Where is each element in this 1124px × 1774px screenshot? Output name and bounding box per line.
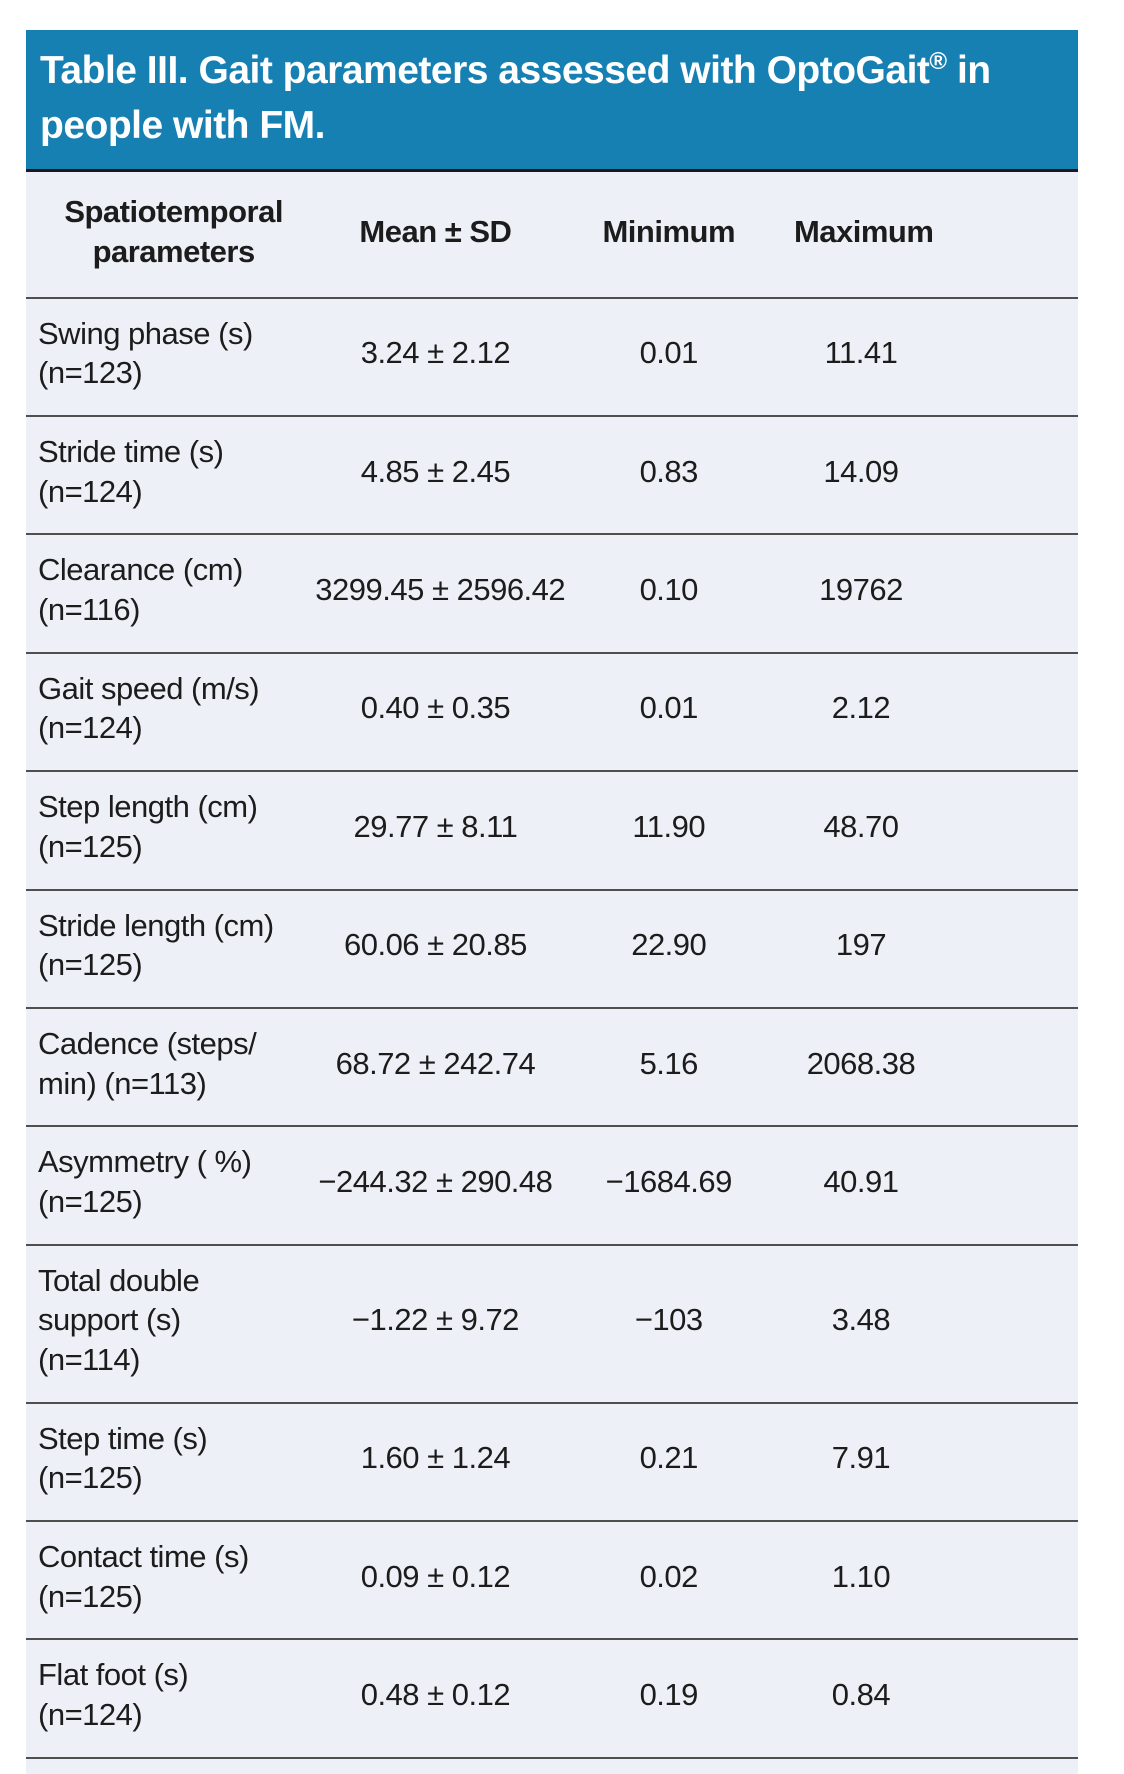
table-container: Table III. Gait parameters assessed with… — [26, 30, 1078, 1774]
gait-parameters-table: Spatiotemporal parameters Mean ± SD Mini… — [26, 169, 1078, 1774]
column-header-mean-sd: Mean ± SD — [359, 214, 512, 250]
cell-minimum: 0.10 — [639, 572, 699, 608]
cell-mean-sd: −1.22 ± 9.72 — [351, 1302, 520, 1338]
cell-maximum: 14.09 — [823, 453, 899, 489]
cell-mean-sd: 0.37 ± 1.70 — [315, 1758, 583, 1774]
cell-maximum: 1.10 — [831, 1558, 891, 1594]
cell-minimum: 0.01 — [639, 335, 699, 371]
cell-maximum: 19762 — [819, 572, 903, 608]
cell-parameter: Stride time (s) (n=124) — [38, 434, 224, 509]
cell-maximum: 19 — [794, 1758, 1078, 1774]
table-title-text: Table III. Gait parameters assessed with… — [40, 49, 930, 92]
table-title-tail: in people with FM. — [40, 49, 991, 147]
cell-maximum: 0.84 — [831, 1676, 891, 1712]
registered-trademark-symbol: ® — [929, 48, 947, 75]
cell-parameter: Cadence (steps/ min) (n=113) — [38, 1025, 257, 1101]
cell-minimum: −103 — [634, 1302, 703, 1338]
table-row: Clearance (cm) (n=116) 3299.45 ± 2596.42… — [26, 534, 1078, 652]
cell-minimum: 0.01 — [639, 690, 699, 726]
cell-minimum: 0.02 — [639, 1558, 699, 1594]
table-row: Stride time (s) (n=124) 4.85 ± 2.45 0.83… — [26, 416, 1078, 534]
table-row: Swing phase (s) (n=123) 3.24 ± 2.12 0.01… — [26, 297, 1078, 416]
cell-maximum: 197 — [835, 927, 887, 963]
cell-mean-sd: −244.32 ± 290.48 — [318, 1163, 553, 1199]
cell-parameter: Gait speed (m/s) (n=124) — [38, 670, 260, 746]
table-row: Asymmetry ( %) (n=125) −244.32 ± 290.48 … — [26, 1126, 1078, 1244]
cell-mean-sd: 3299.45 ± 2596.42 — [315, 572, 566, 608]
cell-mean-sd: 68.72 ± 242.74 — [335, 1045, 536, 1081]
cell-minimum: 0.02 — [584, 1758, 794, 1774]
table-row: Contact time (s) (n=125) 0.09 ± 0.12 0.0… — [26, 1520, 1078, 1639]
cell-mean-sd: 0.40 ± 0.35 — [360, 690, 511, 726]
column-header-maximum: Maximum — [793, 214, 934, 250]
cell-maximum: 2.12 — [831, 690, 891, 726]
cell-parameter: Swing phase (s) (n=123) — [38, 315, 253, 391]
cell-maximum: 7.91 — [831, 1440, 891, 1476]
cell-parameter: Total double support (s) (n=114) — [38, 1262, 200, 1377]
cell-parameter: Stride length (cm) (n=125) — [38, 907, 274, 983]
header-row: Spatiotemporal parameters Mean ± SD Mini… — [26, 171, 1078, 298]
table-row: Stride length (cm) (n=125) 60.06 ± 20.85… — [26, 889, 1078, 1008]
cell-maximum: 40.91 — [823, 1163, 899, 1199]
cell-parameter: Asymmetry ( %) (n=125) — [38, 1144, 252, 1219]
cell-minimum: 11.90 — [632, 808, 706, 844]
cell-parameter: Contact time (s) (n=125) — [38, 1538, 249, 1614]
cell-mean-sd: 0.09 ± 0.12 — [360, 1558, 511, 1594]
cell-minimum: −1684.69 — [605, 1163, 733, 1199]
cell-maximum: 11.41 — [824, 335, 898, 371]
cell-minimum: 22.90 — [631, 927, 707, 963]
cell-parameter: Step length (cm) (n=125) — [38, 789, 258, 864]
column-header-minimum: Minimum — [602, 214, 736, 250]
cell-parameter: Step time (s) (n=125) — [38, 1420, 208, 1496]
cell-minimum: 0.83 — [639, 453, 699, 489]
cell-parameter: Flat foot (s) (n=124) — [38, 1657, 189, 1732]
table-row: Gait speed (m/s) (n=124) 0.40 ± 0.35 0.0… — [26, 652, 1078, 771]
cell-parameter: Clearance (cm) (n=116) — [38, 552, 243, 628]
cell-mean-sd: 0.48 ± 0.12 — [360, 1676, 511, 1712]
cell-minimum: 5.16 — [639, 1045, 699, 1081]
table-row: Step length (cm) (n=125) 29.77 ± 8.11 11… — [26, 771, 1078, 889]
table-header: Spatiotemporal parameters Mean ± SD Mini… — [26, 171, 1078, 298]
table-row: Total double support (s) (n=114) −1.22 ±… — [26, 1244, 1078, 1403]
cell-minimum: 0.21 — [639, 1440, 699, 1476]
table-title-band: Table III. Gait parameters assessed with… — [26, 30, 1078, 170]
table-row: Flat foot (s) (n=124) 0.48 ± 0.12 0.19 0… — [26, 1639, 1078, 1757]
cell-maximum: 3.48 — [831, 1302, 891, 1338]
cell-maximum: 48.70 — [823, 808, 899, 844]
table-row: Step time (s) (n=125) 1.60 ± 1.24 0.21 7… — [26, 1402, 1078, 1521]
cell-minimum: 0.19 — [639, 1676, 699, 1712]
cell-maximum: 2068.38 — [806, 1045, 916, 1081]
cell-mean-sd: 3.24 ± 2.12 — [360, 335, 511, 371]
table-row: Propulsion phase ( %) (n=123) 0.37 ± 1.7… — [26, 1757, 1078, 1774]
table-body: Swing phase (s) (n=123) 3.24 ± 2.12 0.01… — [26, 297, 1078, 1774]
table-row: Cadence (steps/ min) (n=113) 68.72 ± 242… — [26, 1007, 1078, 1126]
column-header-parameters: Spatiotemporal parameters — [64, 194, 283, 270]
cell-mean-sd: 60.06 ± 20.85 — [343, 927, 527, 963]
cell-mean-sd: 1.60 ± 1.24 — [360, 1440, 511, 1476]
cell-parameter: Propulsion phase ( %) (n=123) — [26, 1758, 315, 1774]
cell-mean-sd: 29.77 ± 8.11 — [353, 808, 518, 844]
cell-mean-sd: 4.85 ± 2.45 — [360, 453, 511, 489]
